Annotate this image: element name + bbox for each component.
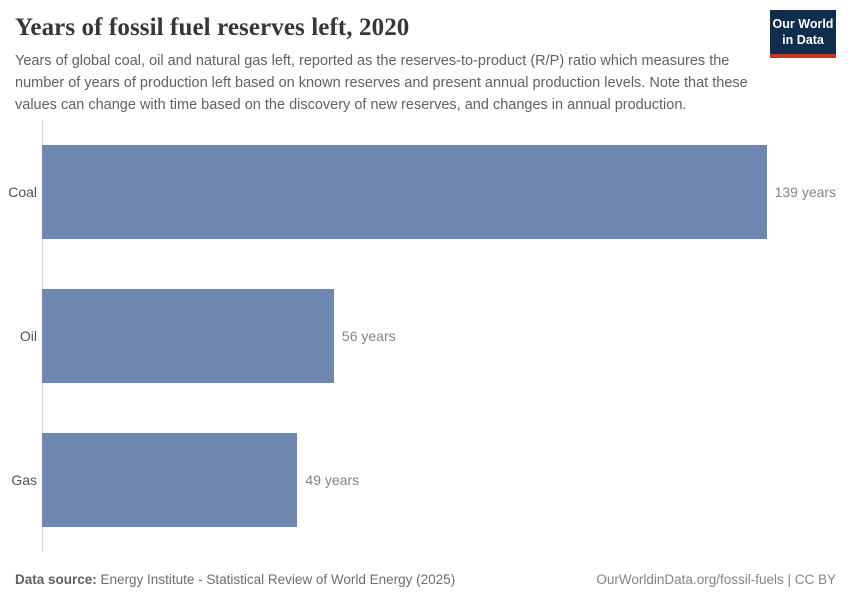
category-label-coal: Coal [8,184,37,200]
data-source-note[interactable]: Data source: Energy Institute - Statisti… [15,572,455,587]
owid-logo-line2: in Data [782,33,824,48]
chart-footer: Data source: Energy Institute - Statisti… [15,572,836,587]
bar-coal[interactable] [42,145,767,239]
value-label-coal: 139 years [774,184,837,200]
data-source-text: Energy Institute - Statistical Review of… [96,572,456,587]
chart-header: Years of fossil fuel reserves left, 2020… [15,14,835,116]
value-label-gas: 49 years [305,472,360,488]
owid-logo[interactable]: Our World in Data [770,10,836,58]
value-label-oil: 56 years [341,328,396,344]
category-label-gas: Gas [11,472,37,488]
category-label-oil: Oil [19,328,37,344]
bar-gas[interactable] [42,433,298,527]
chart-subtitle: Years of global coal, oil and natural ga… [15,53,748,113]
bar-row-gas: Gas 49 years [0,408,850,552]
rights-link[interactable]: OurWorldinData.org/fossil-fuels | CC BY [596,572,836,587]
page-title: Years of fossil fuel reserves left, 2020 [15,14,410,41]
owid-logo-line1: Our World [772,17,834,31]
data-source-label: Data source: [15,572,97,587]
bar-row-oil: Oil 56 years [0,264,850,408]
bar-chart: Coal 139 years Oil 56 years Gas 49 years [0,120,850,552]
bar-oil[interactable] [42,289,334,383]
bar-row-coal: Coal 139 years [0,120,850,264]
